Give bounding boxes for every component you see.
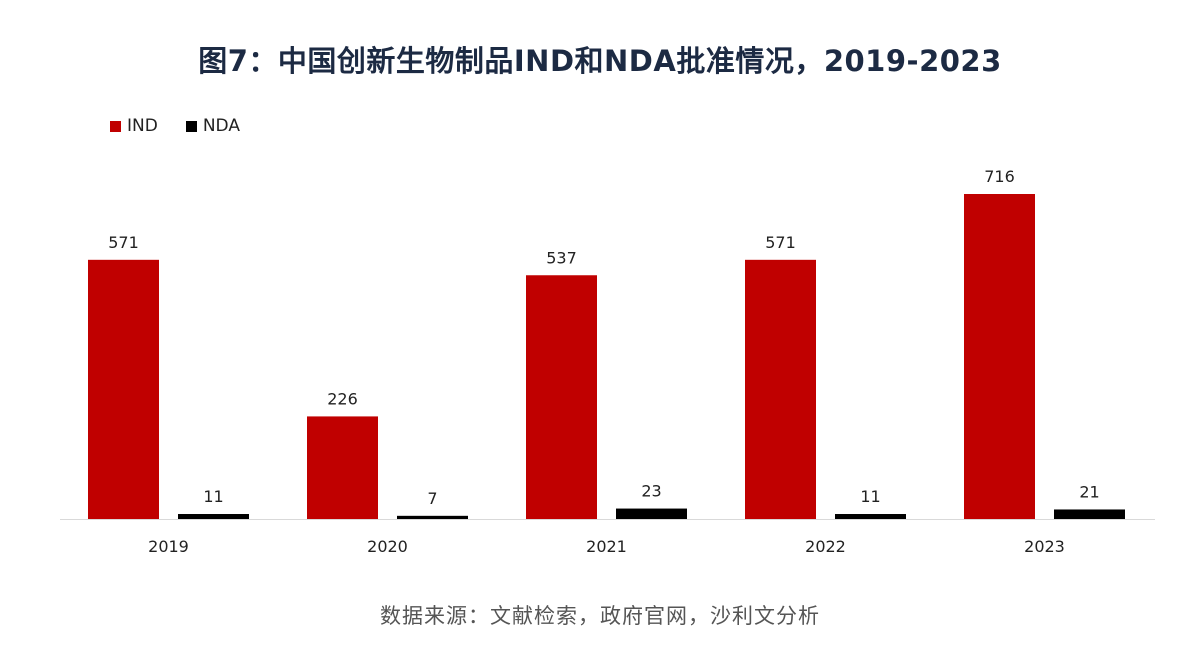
data-label-ind-2021: 537 <box>546 248 577 267</box>
data-label-nda-2023: 21 <box>1079 482 1099 501</box>
data-label-nda-2022: 11 <box>860 487 880 506</box>
x-tick-label-2021: 2021 <box>586 537 627 556</box>
bar-nda-2021 <box>616 508 687 519</box>
x-tick-label-2019: 2019 <box>148 537 189 556</box>
legend-swatch-ind <box>110 120 121 132</box>
bar-nda-2020 <box>397 515 468 519</box>
legend: IND NDA <box>110 116 268 136</box>
x-tick-label-2020: 2020 <box>367 537 408 556</box>
legend-label-nda: NDA <box>202 116 240 136</box>
bar-nda-2022 <box>835 514 906 519</box>
data-label-nda-2019: 11 <box>203 487 223 506</box>
x-tick-label-2023: 2023 <box>1024 537 1065 556</box>
data-label-nda-2020: 7 <box>427 489 437 508</box>
bar-ind-2022 <box>745 259 816 519</box>
bar-ind-2021 <box>526 275 597 519</box>
legend-item-nda: NDA <box>185 116 240 136</box>
bar-ind-2020 <box>307 416 378 519</box>
bar-ind-2023 <box>964 194 1035 519</box>
chart-title: 图7：中国创新生物制品IND和NDA批准情况，2019-2023 <box>198 44 1002 78</box>
data-label-ind-2019: 571 <box>108 233 139 252</box>
source-note: 数据来源：文献检索，政府官网，沙利文分析 <box>380 604 820 628</box>
legend-label-ind: IND <box>127 116 158 136</box>
data-label-nda-2021: 23 <box>641 482 661 501</box>
legend-item-ind: IND <box>110 116 158 136</box>
bar-nda-2019 <box>178 514 249 519</box>
data-label-ind-2022: 571 <box>765 233 796 252</box>
bar-nda-2023 <box>1054 509 1125 519</box>
x-tick-label-2022: 2022 <box>805 537 846 556</box>
bar-ind-2019 <box>88 259 159 519</box>
legend-swatch-nda <box>185 120 197 132</box>
data-label-ind-2020: 226 <box>327 389 358 408</box>
data-label-ind-2023: 716 <box>984 167 1015 186</box>
